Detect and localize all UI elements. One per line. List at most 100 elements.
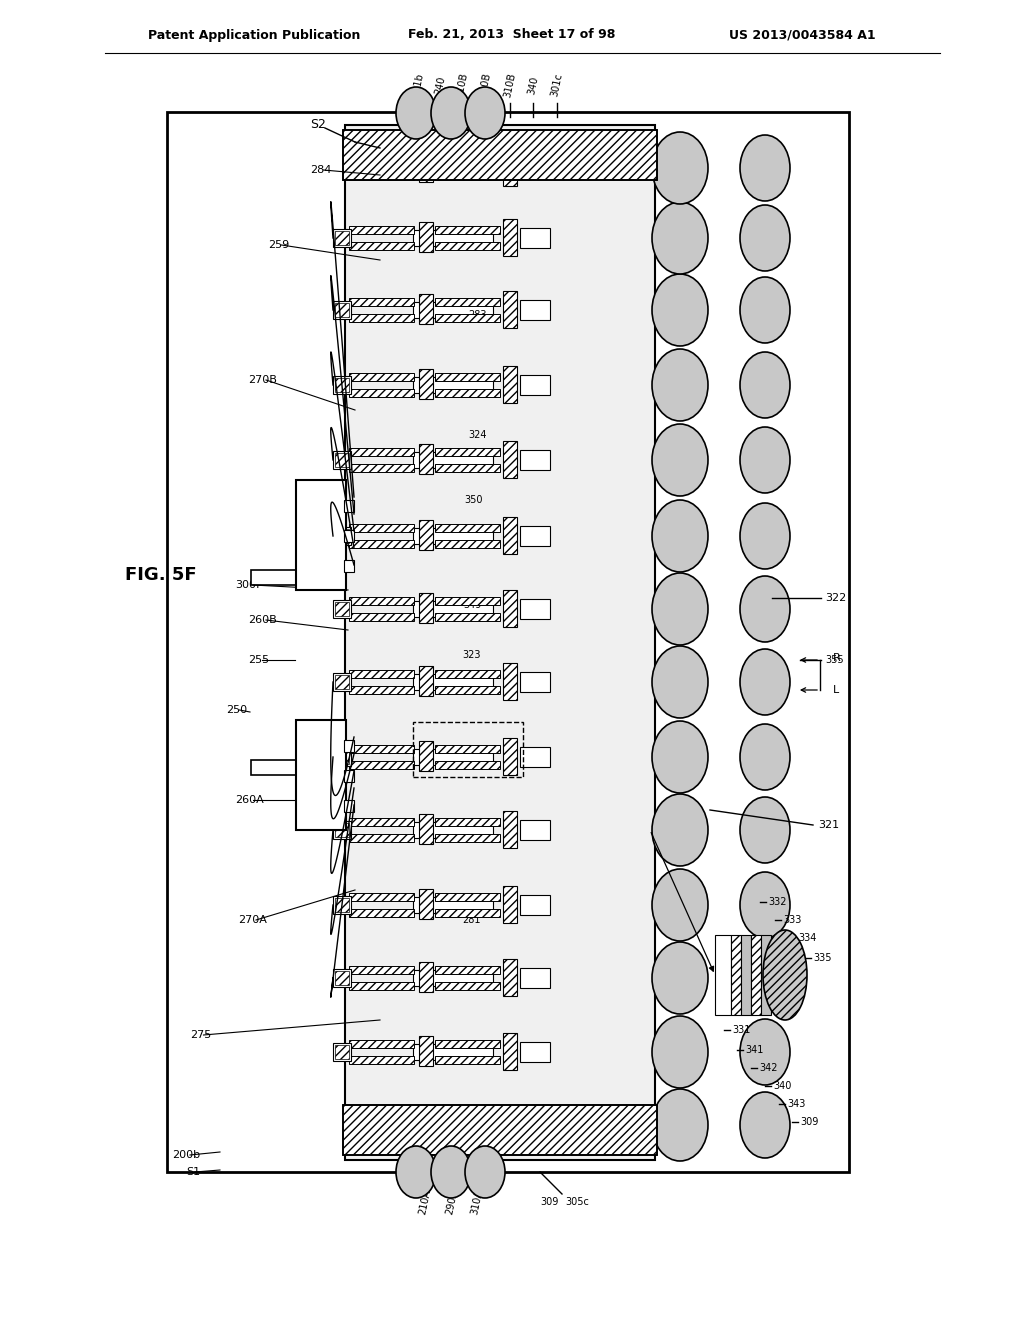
Ellipse shape — [740, 205, 790, 271]
Bar — [503, 810, 517, 847]
Bar — [435, 744, 500, 752]
Bar — [349, 612, 414, 620]
Ellipse shape — [740, 426, 790, 492]
Bar — [503, 1106, 517, 1143]
Ellipse shape — [763, 931, 807, 1020]
Text: 210A: 210A — [418, 1189, 432, 1216]
Text: 350: 350 — [464, 495, 482, 506]
Bar — [413, 378, 493, 393]
Text: 322: 322 — [825, 593, 846, 603]
Ellipse shape — [740, 352, 790, 418]
Bar — [520, 228, 550, 248]
Text: 290A: 290A — [444, 1189, 460, 1216]
Text: 331: 331 — [732, 1026, 751, 1035]
Bar — [419, 741, 433, 771]
Text: 324: 324 — [468, 430, 486, 440]
Bar — [335, 231, 349, 246]
Bar — [333, 1043, 351, 1061]
Bar — [435, 909, 500, 917]
Bar — [520, 820, 550, 840]
Bar — [335, 529, 349, 543]
Text: 300f: 300f — [234, 579, 260, 590]
Bar — [333, 301, 351, 319]
Text: S2: S2 — [310, 119, 326, 132]
Bar — [251, 760, 341, 775]
Bar — [435, 597, 500, 605]
Bar — [333, 748, 351, 766]
Bar — [413, 528, 493, 544]
Bar — [419, 888, 433, 919]
Ellipse shape — [465, 1146, 505, 1199]
Ellipse shape — [652, 1016, 708, 1088]
Bar — [419, 370, 433, 399]
Bar — [335, 972, 349, 985]
Text: 309: 309 — [800, 1117, 818, 1127]
Bar — [520, 525, 550, 546]
Bar — [731, 935, 741, 1015]
Bar — [435, 1056, 500, 1064]
Bar — [349, 1040, 414, 1048]
Bar — [413, 230, 493, 246]
Bar — [520, 158, 550, 178]
Bar — [435, 1040, 500, 1048]
Bar — [413, 675, 493, 690]
Bar — [761, 935, 771, 1015]
Text: 340: 340 — [526, 75, 540, 95]
Ellipse shape — [652, 645, 708, 718]
Text: 341: 341 — [745, 1045, 763, 1055]
Ellipse shape — [652, 1089, 708, 1162]
Bar — [419, 294, 433, 323]
Bar — [343, 1105, 657, 1155]
Bar — [333, 673, 351, 690]
Bar — [349, 389, 414, 397]
Bar — [413, 822, 493, 838]
Bar — [520, 1041, 550, 1063]
Bar — [333, 451, 351, 469]
Text: 323: 323 — [462, 649, 480, 660]
Text: 260B: 260B — [248, 615, 276, 624]
Bar — [419, 667, 433, 696]
Text: 309: 309 — [540, 1197, 558, 1206]
Ellipse shape — [396, 1146, 436, 1199]
Text: 340: 340 — [773, 1081, 792, 1092]
Bar — [335, 898, 349, 912]
Bar — [419, 222, 433, 252]
Text: 282: 282 — [462, 1105, 480, 1115]
Text: 310B: 310B — [503, 71, 517, 98]
Ellipse shape — [652, 869, 708, 941]
Bar — [413, 601, 493, 616]
Text: 332: 332 — [768, 898, 786, 907]
Bar — [296, 480, 346, 590]
Bar — [413, 898, 493, 913]
Bar — [435, 894, 500, 902]
Bar — [333, 228, 351, 247]
Ellipse shape — [652, 202, 708, 275]
Bar — [349, 671, 414, 678]
Bar — [413, 1117, 493, 1133]
Bar — [335, 750, 349, 764]
Bar — [333, 821, 351, 840]
Bar — [349, 156, 414, 164]
Text: 200b: 200b — [172, 1150, 200, 1160]
Bar — [435, 982, 500, 990]
Text: 250: 250 — [226, 705, 247, 715]
Bar — [349, 314, 414, 322]
Bar — [435, 540, 500, 548]
Text: 201b: 201b — [411, 71, 425, 98]
Bar — [520, 300, 550, 319]
Ellipse shape — [740, 649, 790, 715]
Bar — [435, 172, 500, 180]
Ellipse shape — [740, 576, 790, 642]
Bar — [413, 748, 493, 766]
Ellipse shape — [740, 1019, 790, 1085]
Ellipse shape — [652, 795, 708, 866]
Text: S1: S1 — [186, 1167, 200, 1177]
Text: 259: 259 — [268, 240, 289, 249]
Bar — [344, 560, 354, 572]
Bar — [419, 152, 433, 182]
Text: FIG. 5F: FIG. 5F — [125, 566, 197, 583]
Bar — [349, 818, 414, 826]
Bar — [503, 517, 517, 554]
Text: 270A: 270A — [238, 915, 267, 925]
Bar — [435, 834, 500, 842]
